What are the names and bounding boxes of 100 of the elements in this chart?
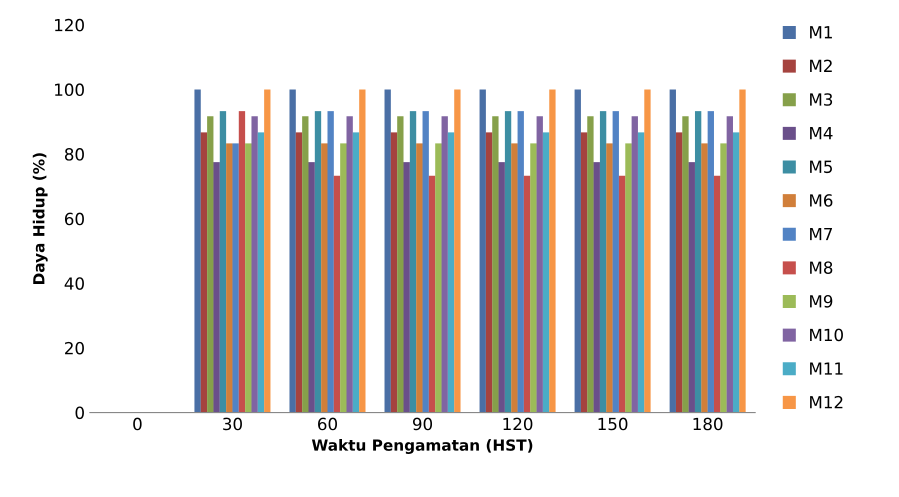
bar [435, 143, 442, 413]
bar [302, 116, 308, 413]
bar [670, 89, 676, 413]
bar [264, 89, 270, 413]
bar [410, 111, 416, 413]
bar [638, 132, 644, 413]
bar [739, 89, 746, 413]
y-tick-label: 20 [65, 342, 84, 354]
bar [498, 162, 505, 413]
bar [486, 132, 492, 413]
bar [618, 176, 626, 413]
bar [340, 143, 346, 413]
bar [245, 143, 252, 413]
x-tick-label: 60 [318, 418, 337, 430]
bar [694, 111, 702, 413]
bar [594, 162, 600, 413]
legend-label: M7 [810, 228, 832, 240]
x-tick-label: 0 [133, 418, 142, 430]
bar [390, 132, 398, 413]
bar [632, 116, 638, 413]
bar [524, 176, 530, 413]
bar [258, 132, 264, 413]
legend-label: M8 [810, 261, 832, 274]
bar [574, 89, 581, 413]
bar [308, 162, 315, 413]
bar [688, 162, 695, 413]
bar [220, 111, 226, 413]
legend-label: M11 [810, 362, 843, 375]
y-tick-label: 100 [55, 83, 84, 96]
y-tick-label: 80 [64, 148, 84, 161]
bar [732, 132, 740, 413]
bar [625, 143, 632, 413]
bar [682, 116, 689, 413]
x-tick-label: 30 [223, 418, 242, 430]
bar [536, 116, 543, 413]
bar [416, 143, 423, 413]
x-tick-label: 90 [412, 418, 432, 430]
bar [714, 176, 720, 413]
bar [200, 132, 208, 413]
y-tick-label: 120 [55, 18, 84, 32]
bar [606, 143, 613, 413]
x-tick-label: 120 [503, 418, 532, 430]
bar [428, 176, 436, 413]
bar [511, 143, 518, 413]
bar [454, 89, 461, 413]
bar [580, 132, 588, 413]
bar [442, 116, 448, 413]
x-axis-title: Waktu Pengamatan (HST) [312, 439, 532, 454]
bar [600, 111, 606, 413]
bar [644, 89, 651, 413]
bar [726, 116, 733, 413]
bar [321, 143, 328, 413]
bar [334, 176, 340, 413]
bar [480, 89, 486, 413]
y-axis-title: Daya Hidup (%) [32, 153, 48, 284]
bar [296, 132, 302, 413]
legend-label: M9 [810, 294, 832, 308]
bar [384, 89, 391, 413]
bar [346, 116, 353, 413]
bar [327, 111, 334, 413]
bar [701, 143, 708, 413]
bar [289, 89, 296, 413]
legend-label: M10 [810, 328, 843, 342]
bar [530, 143, 537, 413]
x-tick-label: 180 [694, 418, 722, 430]
bar [352, 132, 360, 413]
bar [448, 132, 454, 413]
legend-label: M12 [810, 396, 842, 408]
legend-label: M6 [810, 194, 832, 207]
bar [314, 111, 322, 413]
bar [207, 116, 214, 413]
bar [708, 111, 714, 413]
y-tick-label: 40 [64, 277, 84, 290]
bar [238, 111, 246, 413]
bar [504, 111, 512, 413]
bar [226, 143, 232, 413]
bar [549, 89, 556, 413]
legend-label: M2 [810, 60, 832, 72]
x-tick-label: 150 [598, 418, 628, 430]
legend-label: M1 [810, 26, 832, 38]
bar [359, 89, 366, 413]
bar [587, 116, 594, 413]
bar [518, 111, 524, 413]
bar [232, 143, 239, 413]
bar [422, 111, 429, 413]
bar [404, 162, 410, 413]
bar [397, 116, 404, 413]
bar [720, 143, 727, 413]
bar [542, 132, 550, 413]
bar [251, 116, 258, 413]
bar [213, 162, 220, 413]
bar [194, 89, 201, 413]
y-tick-label: 0 [76, 406, 84, 420]
legend-label: M3 [810, 93, 832, 106]
bar [676, 132, 682, 413]
bar [492, 116, 499, 413]
legend-label: M4 [810, 127, 833, 140]
bar [612, 111, 619, 413]
legend-label: M5 [810, 160, 832, 174]
y-tick-label: 60 [64, 212, 84, 226]
